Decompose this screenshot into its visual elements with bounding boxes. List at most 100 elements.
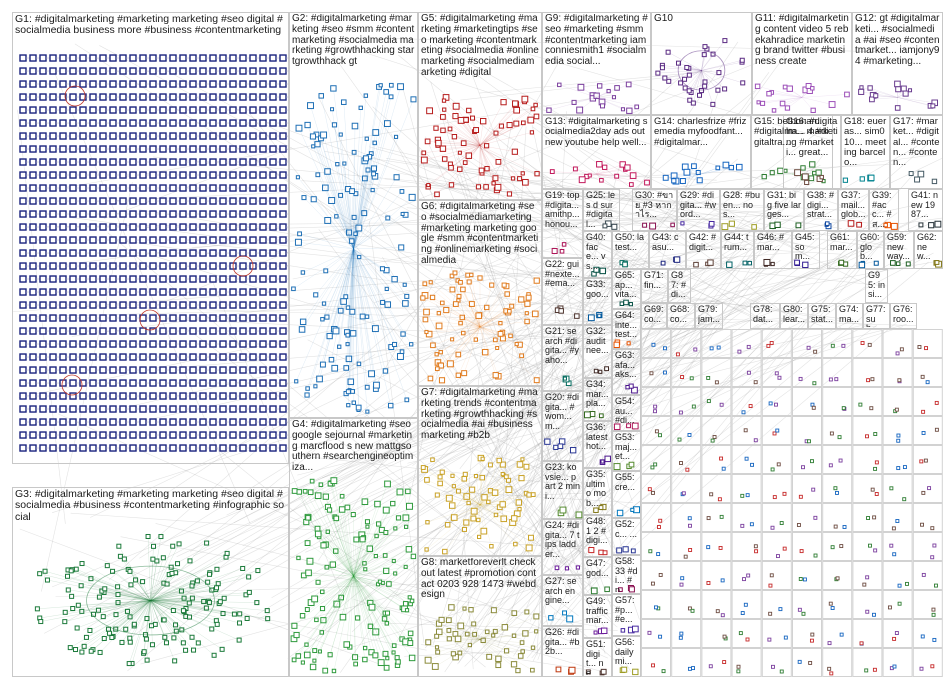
group-box (822, 358, 853, 387)
node (29, 366, 37, 374)
node (129, 171, 137, 179)
edge (118, 546, 151, 601)
node (659, 65, 665, 71)
group-box (731, 445, 762, 474)
node (651, 490, 655, 495)
node (129, 106, 137, 114)
node (189, 119, 197, 127)
node (219, 431, 227, 439)
edge (479, 145, 482, 171)
node (841, 406, 846, 411)
node (119, 405, 127, 413)
node (774, 371, 779, 376)
node (89, 288, 97, 296)
edge (353, 575, 371, 627)
group-box (863, 303, 890, 329)
group-label-g52: G52: c... ... (615, 520, 638, 539)
node (450, 514, 458, 521)
node (371, 325, 379, 333)
edge (406, 207, 681, 229)
node (351, 122, 359, 130)
node (431, 663, 439, 670)
node (239, 405, 247, 413)
node (179, 54, 187, 62)
edge (305, 414, 633, 553)
edge (465, 41, 739, 440)
edge (479, 504, 500, 508)
group-box (701, 590, 732, 619)
group-g4 (289, 418, 418, 677)
node (199, 80, 207, 88)
node (296, 555, 301, 561)
edge (764, 173, 793, 177)
node (259, 158, 267, 166)
edge (700, 164, 727, 175)
edge (449, 638, 481, 640)
edge (801, 97, 833, 105)
node (381, 616, 388, 622)
node (239, 236, 247, 244)
edge (384, 178, 901, 251)
edge (353, 85, 381, 249)
node (487, 462, 493, 468)
group-box (792, 561, 822, 590)
node (364, 519, 370, 525)
node (621, 666, 628, 673)
edge (460, 75, 679, 101)
edge (125, 600, 151, 630)
node (219, 353, 227, 361)
node (239, 249, 247, 257)
edge (333, 88, 354, 249)
edge (44, 570, 151, 601)
node (115, 592, 121, 598)
node (330, 85, 337, 92)
node (480, 637, 486, 644)
node (259, 171, 267, 179)
edge (438, 312, 481, 328)
node (529, 130, 535, 135)
node-layer (721, 220, 757, 231)
group-g5 (418, 12, 542, 200)
edge (340, 348, 568, 673)
node (357, 254, 362, 260)
node (199, 171, 207, 179)
node (368, 603, 376, 611)
node (484, 143, 490, 149)
node (296, 489, 303, 495)
node (365, 167, 371, 173)
node (470, 507, 478, 515)
node (503, 648, 510, 654)
node (311, 144, 316, 149)
edge (81, 600, 151, 612)
edge (325, 248, 354, 272)
edge (435, 304, 636, 578)
node (786, 85, 793, 92)
edge (523, 161, 622, 513)
node (209, 119, 217, 127)
node (680, 576, 685, 581)
node (932, 543, 937, 548)
group-box (583, 595, 612, 638)
node (159, 223, 167, 231)
node (229, 210, 237, 218)
node (99, 197, 107, 205)
group-g12 (852, 12, 943, 115)
edge (322, 248, 354, 320)
group-label-g16: G16: #digitalm... marketing #marketi... … (786, 117, 838, 158)
node (79, 119, 87, 127)
node-layer (599, 455, 611, 465)
node (29, 171, 37, 179)
edge (475, 476, 481, 505)
edge (420, 163, 842, 229)
group-g13 (542, 115, 651, 189)
edge (353, 532, 387, 577)
edge (331, 483, 354, 577)
edge (101, 590, 151, 601)
node (19, 197, 27, 205)
node (239, 210, 247, 218)
node (362, 656, 368, 663)
node (344, 504, 351, 511)
edge (331, 109, 354, 249)
group-g33 (583, 278, 612, 325)
small-groups-grid (641, 329, 943, 677)
